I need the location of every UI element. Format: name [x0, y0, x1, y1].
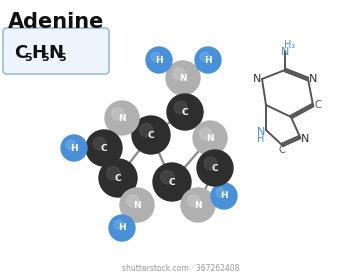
Circle shape — [114, 220, 123, 229]
Text: N: N — [48, 44, 63, 62]
Circle shape — [188, 195, 200, 207]
Text: H: H — [118, 223, 126, 232]
Text: H: H — [155, 55, 163, 64]
Text: H: H — [70, 144, 78, 153]
Circle shape — [93, 137, 106, 150]
Circle shape — [140, 123, 153, 137]
Circle shape — [86, 130, 122, 166]
Text: C: C — [315, 100, 321, 110]
Text: N: N — [118, 113, 126, 123]
Circle shape — [109, 215, 135, 241]
Circle shape — [200, 128, 212, 140]
Circle shape — [99, 159, 137, 197]
Circle shape — [211, 183, 237, 209]
Text: 5: 5 — [41, 53, 49, 63]
Text: H: H — [31, 44, 46, 62]
Text: H: H — [204, 55, 212, 64]
Text: C: C — [182, 108, 188, 116]
Text: N: N — [257, 127, 265, 137]
Text: Adenine: Adenine — [8, 12, 105, 32]
Circle shape — [112, 108, 124, 120]
Text: N: N — [194, 200, 202, 209]
Circle shape — [193, 121, 227, 155]
Text: H: H — [257, 134, 265, 144]
Circle shape — [146, 47, 172, 73]
Circle shape — [204, 157, 217, 170]
Circle shape — [105, 101, 139, 135]
Text: N: N — [253, 74, 261, 84]
Circle shape — [197, 150, 233, 186]
Circle shape — [151, 52, 160, 61]
Text: N: N — [281, 47, 289, 57]
Text: C: C — [14, 44, 27, 62]
Circle shape — [132, 116, 170, 154]
Circle shape — [127, 195, 139, 207]
Text: 5: 5 — [24, 53, 32, 63]
Text: N: N — [133, 200, 141, 209]
Text: N: N — [206, 134, 214, 143]
Text: H: H — [220, 192, 228, 200]
Circle shape — [195, 47, 221, 73]
Circle shape — [166, 61, 200, 95]
Circle shape — [66, 140, 75, 149]
Circle shape — [160, 171, 174, 184]
Text: C: C — [148, 130, 154, 139]
Circle shape — [174, 101, 187, 114]
Circle shape — [61, 135, 87, 161]
Circle shape — [153, 163, 191, 201]
Text: H₂: H₂ — [284, 40, 295, 50]
Text: N: N — [179, 74, 187, 83]
Circle shape — [120, 188, 154, 222]
Circle shape — [200, 52, 209, 61]
Circle shape — [216, 188, 225, 197]
Circle shape — [173, 68, 185, 80]
Text: N: N — [309, 74, 317, 84]
Text: C: C — [101, 144, 107, 153]
FancyBboxPatch shape — [3, 28, 109, 74]
Circle shape — [181, 188, 215, 222]
Text: C: C — [212, 164, 218, 172]
Text: shutterstock.com · 367262408: shutterstock.com · 367262408 — [122, 264, 240, 273]
Text: C: C — [115, 174, 121, 183]
Text: 5: 5 — [58, 53, 66, 63]
Circle shape — [167, 94, 203, 130]
Text: N: N — [301, 134, 309, 144]
Text: C: C — [279, 145, 285, 155]
Circle shape — [107, 167, 120, 180]
Text: C: C — [169, 178, 175, 186]
